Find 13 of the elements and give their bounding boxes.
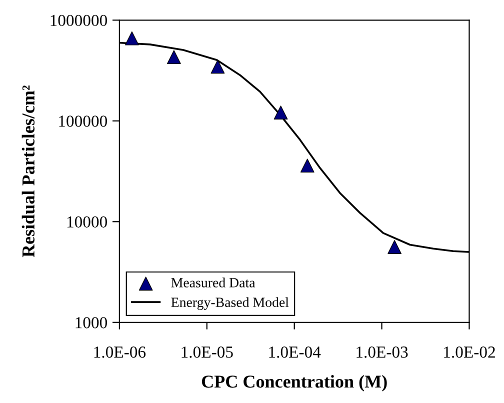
y-tick-label: 1000 bbox=[76, 317, 108, 328]
x-tick-label: 1.0E-02 bbox=[444, 346, 495, 358]
legend-label: Measured Data bbox=[171, 278, 256, 288]
x-tick-label: 1.0E-05 bbox=[182, 346, 233, 358]
y-tick-label: 10000 bbox=[67, 216, 108, 228]
y-axis-title: Residual Particles/cm² bbox=[22, 86, 35, 258]
x-tick-label: 1.0E-03 bbox=[356, 346, 408, 358]
y-tick-label: 100000 bbox=[59, 116, 108, 127]
x-tick-label: 1.0E-06 bbox=[94, 346, 146, 358]
y-tick-label: 1000000 bbox=[50, 14, 108, 26]
legend-label: Energy-Based Model bbox=[171, 297, 289, 310]
x-tick-label: 1.0E-04 bbox=[269, 346, 321, 358]
x-axis-title: CPC Concentration (M) bbox=[202, 375, 387, 392]
